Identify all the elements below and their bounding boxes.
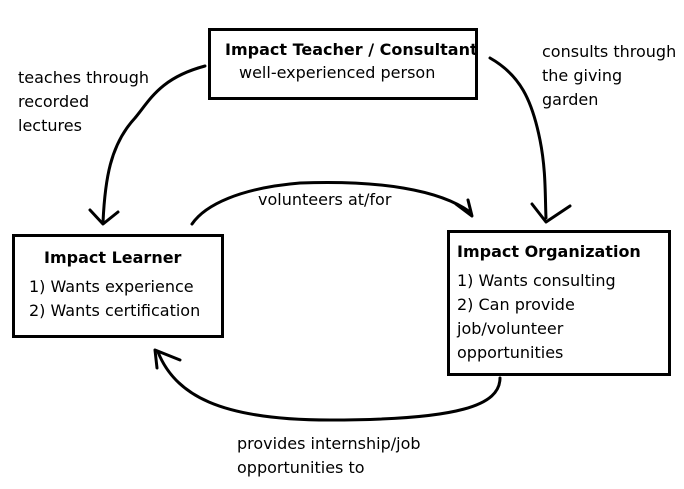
arrow-teacher-to-organization xyxy=(488,56,548,220)
edge-label-consults: consults through the giving garden xyxy=(542,40,676,112)
edge-label-line: consults through xyxy=(542,42,677,61)
organization-item: job/volunteer xyxy=(457,319,564,338)
organization-box: Impact Organization 1) Wants consulting … xyxy=(447,230,671,376)
edge-label-teaches: teaches through recorded lectures xyxy=(18,66,149,138)
edge-label-volunteers: volunteers at/for xyxy=(258,190,392,209)
learner-item: 1) Wants experience xyxy=(29,277,194,296)
arrow-learner-to-organization xyxy=(190,181,472,226)
organization-item: opportunities xyxy=(457,343,564,362)
arrowhead-learner-to-organization xyxy=(454,198,474,218)
organization-item: 2) Can provide xyxy=(457,295,575,314)
arrowhead-organization-to-learner xyxy=(153,348,182,370)
edge-label-line: the giving xyxy=(542,66,623,85)
learner-title: Impact Learner xyxy=(44,248,182,267)
learner-box: Impact Learner 1) Wants experience 2) Wa… xyxy=(12,234,224,338)
edge-label-line: provides internship/job xyxy=(237,434,421,453)
arrowhead-teacher-to-organization xyxy=(530,202,572,224)
edge-label-line: opportunities to xyxy=(237,458,365,477)
arrow-organization-to-learner xyxy=(156,350,502,422)
edge-label-line: lectures xyxy=(18,116,82,135)
teacher-subtitle: well-experienced person xyxy=(239,63,436,82)
arrow-teacher-to-learner xyxy=(101,64,207,224)
teacher-title: Impact Teacher / Consultant xyxy=(225,40,478,59)
edge-label-line: recorded xyxy=(18,92,90,111)
edge-label-line: garden xyxy=(542,90,599,109)
edge-label-provides: provides internship/job opportunities to xyxy=(237,432,421,480)
learner-item: 2) Wants certification xyxy=(29,301,201,320)
arrowhead-teacher-to-learner xyxy=(88,208,120,226)
edge-label-line: teaches through xyxy=(18,68,149,87)
organization-item: 1) Wants consulting xyxy=(457,271,616,290)
organization-title: Impact Organization xyxy=(457,242,641,261)
teacher-box: Impact Teacher / Consultant well-experie… xyxy=(208,28,478,100)
